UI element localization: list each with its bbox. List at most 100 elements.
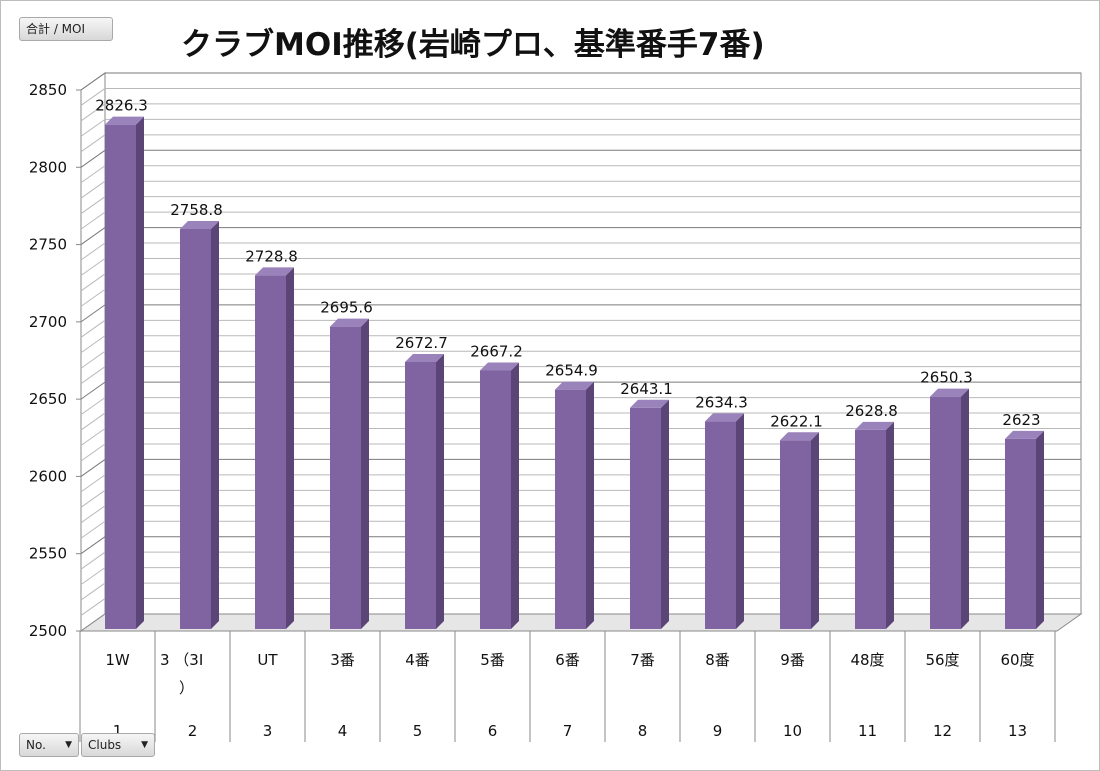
data-label: 2654.9 <box>545 362 598 380</box>
bar <box>180 220 219 629</box>
bar-side <box>511 362 519 629</box>
bar-top <box>555 381 594 390</box>
x-category-label: 56度 <box>925 651 959 669</box>
bar-front <box>855 429 886 629</box>
side-gridline <box>80 520 106 539</box>
side-gridline <box>80 227 106 245</box>
y-tick-label: 2600 <box>29 467 67 485</box>
x-category-label: 48度 <box>850 651 884 669</box>
dropdown-arrow-icon: ▼ <box>65 740 72 750</box>
bar-front <box>630 407 661 629</box>
y-tick-label: 2500 <box>29 622 67 640</box>
x-category-label: 1W <box>105 651 130 669</box>
bar-side <box>136 116 144 630</box>
bar <box>1005 430 1044 629</box>
data-label: 2695.6 <box>320 299 373 317</box>
side-gridline <box>80 412 106 431</box>
side-gridline <box>80 304 106 323</box>
x-category-label: 3 （3I <box>160 651 203 669</box>
side-gridline <box>80 567 106 586</box>
x-category-label: 3番 <box>330 651 355 669</box>
side-gridline <box>80 598 106 616</box>
x-number-label: 13 <box>1008 722 1027 740</box>
bar-top <box>780 432 819 441</box>
row-field-no-button[interactable]: No. ▼ <box>19 733 79 757</box>
bar-side <box>361 318 369 629</box>
bar <box>555 381 594 629</box>
data-label: 2622.1 <box>770 412 823 430</box>
bar-front <box>180 228 211 629</box>
bar-side <box>736 413 744 629</box>
row-field-clubs-button[interactable]: Clubs ▼ <box>81 733 155 757</box>
bar-top <box>930 388 969 397</box>
bar-side <box>661 399 669 629</box>
y-tick-label: 2700 <box>29 313 67 331</box>
side-gridline <box>80 319 106 338</box>
x-category-label: 6番 <box>555 651 580 669</box>
side-wall <box>80 72 106 632</box>
data-label: 2643.1 <box>620 380 673 398</box>
side-gridline <box>80 381 106 400</box>
side-gridline <box>80 397 106 416</box>
data-label: 2650.3 <box>920 369 973 387</box>
bar-front <box>405 362 436 629</box>
bar-side <box>1036 430 1044 629</box>
x-category-label: 8番 <box>705 651 730 669</box>
data-label: 2728.8 <box>245 247 298 265</box>
x-number-label: 3 <box>263 722 273 740</box>
bar-side <box>961 388 969 629</box>
bar <box>330 318 369 629</box>
data-label: 2623 <box>1002 411 1040 429</box>
bar <box>480 362 519 629</box>
bar-side <box>586 381 594 629</box>
y-tick-label: 2850 <box>29 81 67 99</box>
bar-top <box>180 220 219 229</box>
bar-front <box>780 440 811 629</box>
side-gridline <box>80 242 106 261</box>
side-gridline <box>80 551 106 570</box>
side-gridline <box>80 582 106 601</box>
side-gridline <box>80 103 106 122</box>
x-category-label: ） <box>179 679 194 697</box>
bar-front <box>555 389 586 629</box>
bar-front <box>255 275 286 629</box>
side-gridline <box>80 88 106 106</box>
side-gridline <box>80 489 106 508</box>
side-gridline <box>80 258 106 276</box>
data-label: 2634.3 <box>695 393 748 411</box>
bar-top <box>255 267 294 276</box>
x-number-label: 1 <box>113 722 123 740</box>
y-tick-label: 2650 <box>29 390 67 408</box>
bar-side <box>811 432 819 629</box>
bar-front <box>930 396 961 629</box>
x-category-label: 7番 <box>630 651 655 669</box>
data-label: 2826.3 <box>95 97 148 115</box>
bar <box>105 116 144 630</box>
side-gridline <box>80 196 106 215</box>
bar-top <box>330 318 369 327</box>
side-gridline <box>80 366 106 385</box>
bar-side <box>886 421 894 629</box>
side-gridline <box>80 118 106 137</box>
side-gridline <box>80 134 106 153</box>
y-tick-label: 2800 <box>29 158 67 176</box>
bar-top <box>630 399 669 408</box>
x-category-label: 60度 <box>1000 651 1034 669</box>
values-field-button[interactable]: 合計 / MOI <box>19 17 113 41</box>
row-field-clubs-label: Clubs <box>88 738 122 752</box>
side-gridline <box>80 180 106 199</box>
x-category-label: 4番 <box>405 651 430 669</box>
values-field-label: 合計 / MOI <box>26 22 86 36</box>
row-field-no-label: No. <box>26 738 46 752</box>
bar-front <box>330 326 361 629</box>
bar <box>855 421 894 629</box>
bar-front <box>705 421 736 629</box>
bar <box>930 388 969 629</box>
dropdown-arrow-icon: ▼ <box>141 740 148 750</box>
data-label: 2667.2 <box>470 343 523 361</box>
x-category-label: UT <box>257 651 278 669</box>
bar <box>405 354 444 629</box>
bar <box>255 267 294 629</box>
y-tick-label: 2750 <box>29 236 67 254</box>
